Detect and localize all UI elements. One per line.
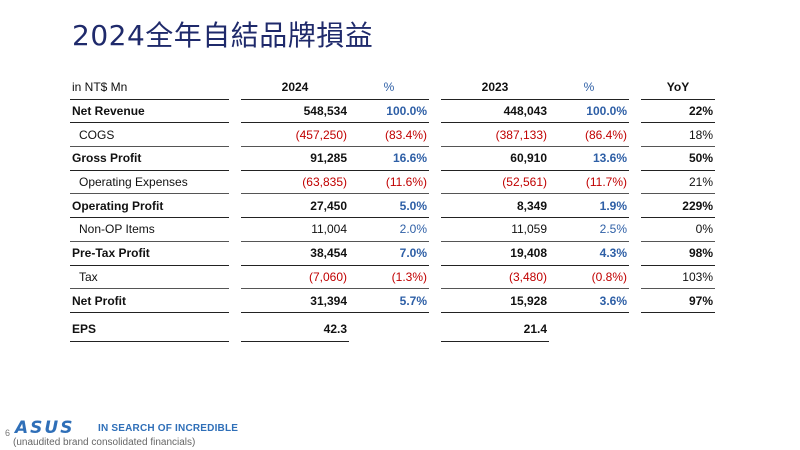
yoy-value: 22% bbox=[641, 99, 715, 124]
footnote: (unaudited brand consolidated financials… bbox=[13, 437, 196, 448]
table-row-operating-expenses: Operating Expenses (63,835) (11.6%) (52,… bbox=[70, 170, 715, 195]
pct-2024: 16.6% bbox=[349, 146, 429, 171]
table-row-non-op-items: Non-OP Items 11,004 2.0% 11,059 2.5% 0% bbox=[70, 217, 715, 242]
yoy-value: 50% bbox=[641, 146, 715, 171]
pct-2024: 7.0% bbox=[349, 241, 429, 266]
eps-2024: 42.3 bbox=[241, 317, 349, 342]
value-2023: (52,561) bbox=[441, 170, 549, 195]
pct-2023: (11.7%) bbox=[549, 170, 629, 195]
yoy-value: 21% bbox=[641, 170, 715, 195]
row-label: Pre-Tax Profit bbox=[70, 241, 229, 266]
yoy-value: 18% bbox=[641, 122, 715, 148]
row-label: Gross Profit bbox=[70, 146, 229, 171]
yoy-value: 103% bbox=[641, 265, 715, 290]
value-2023: 19,408 bbox=[441, 241, 549, 266]
row-label: COGS bbox=[70, 122, 229, 148]
pct-2024: 100.0% bbox=[349, 99, 429, 124]
pct-2023: 100.0% bbox=[549, 99, 629, 124]
row-label: Non-OP Items bbox=[70, 217, 229, 242]
value-2024: 91,285 bbox=[241, 146, 349, 171]
header-2023: 2023 bbox=[441, 76, 549, 100]
page-number: 6 bbox=[5, 428, 11, 438]
value-2023: (387,133) bbox=[441, 122, 549, 148]
value-2024: (7,060) bbox=[241, 265, 349, 290]
yoy-value: 97% bbox=[641, 288, 715, 313]
value-2024: 11,004 bbox=[241, 217, 349, 242]
row-label: Tax bbox=[70, 265, 229, 290]
value-2024: 38,454 bbox=[241, 241, 349, 266]
header-yoy: YoY bbox=[641, 76, 715, 100]
pct-2023: (86.4%) bbox=[549, 122, 629, 148]
pct-2024: (83.4%) bbox=[349, 122, 429, 148]
header-2024: 2024 bbox=[241, 76, 349, 100]
pct-2023: (0.8%) bbox=[549, 265, 629, 290]
value-2024: 31,394 bbox=[241, 288, 349, 313]
row-label: Operating Profit bbox=[70, 193, 229, 219]
pct-2024: (1.3%) bbox=[349, 265, 429, 290]
value-2023: 11,059 bbox=[441, 217, 549, 242]
row-label: Net Revenue bbox=[70, 99, 229, 124]
value-2024: 27,450 bbox=[241, 193, 349, 219]
header-pct-2024: % bbox=[349, 76, 429, 100]
table-row-eps: EPS 42.3 21.4 bbox=[70, 317, 715, 342]
value-2023: 8,349 bbox=[441, 193, 549, 219]
pct-2023: 1.9% bbox=[549, 193, 629, 219]
table-row-pre-tax-profit: Pre-Tax Profit 38,454 7.0% 19,408 4.3% 9… bbox=[70, 241, 715, 266]
value-2023: (3,480) bbox=[441, 265, 549, 290]
eps-2023: 21.4 bbox=[441, 317, 549, 342]
table-row-cogs: COGS (457,250) (83.4%) (387,133) (86.4%)… bbox=[70, 122, 715, 148]
value-2024: (63,835) bbox=[241, 170, 349, 195]
row-label: EPS bbox=[70, 317, 229, 342]
pct-2023: 13.6% bbox=[549, 146, 629, 171]
value-2024: 548,534 bbox=[241, 99, 349, 124]
pct-2024: (11.6%) bbox=[349, 170, 429, 195]
table-header-row: in NT$ Mn 2024 % 2023 % YoY bbox=[70, 76, 715, 100]
table-row-net-revenue: Net Revenue 548,534 100.0% 448,043 100.0… bbox=[70, 99, 715, 124]
income-statement-table: in NT$ Mn 2024 % 2023 % YoY Net Revenue … bbox=[70, 76, 715, 342]
header-unit: in NT$ Mn bbox=[70, 76, 229, 100]
value-2023: 60,910 bbox=[441, 146, 549, 171]
yoy-value: 98% bbox=[641, 241, 715, 266]
pct-2023: 4.3% bbox=[549, 241, 629, 266]
pct-2024: 2.0% bbox=[349, 217, 429, 242]
slide-title: 2024全年自結品牌損益 bbox=[72, 19, 374, 52]
pct-2024: 5.7% bbox=[349, 288, 429, 313]
yoy-value: 0% bbox=[641, 217, 715, 242]
value-2024: (457,250) bbox=[241, 122, 349, 148]
pct-2023: 3.6% bbox=[549, 288, 629, 313]
asus-logo: ASUS bbox=[15, 418, 75, 438]
table-row-tax: Tax (7,060) (1.3%) (3,480) (0.8%) 103% bbox=[70, 265, 715, 290]
row-label: Net Profit bbox=[70, 288, 229, 313]
brand-tagline: IN SEARCH OF INCREDIBLE bbox=[98, 423, 239, 434]
header-pct-2023: % bbox=[549, 76, 629, 100]
table-row-net-profit: Net Profit 31,394 5.7% 15,928 3.6% 97% bbox=[70, 288, 715, 313]
yoy-value: 229% bbox=[641, 193, 715, 219]
table-row-gross-profit: Gross Profit 91,285 16.6% 60,910 13.6% 5… bbox=[70, 146, 715, 171]
value-2023: 448,043 bbox=[441, 99, 549, 124]
value-2023: 15,928 bbox=[441, 288, 549, 313]
row-label: Operating Expenses bbox=[70, 170, 229, 195]
table-row-operating-profit: Operating Profit 27,450 5.0% 8,349 1.9% … bbox=[70, 193, 715, 219]
pct-2023: 2.5% bbox=[549, 217, 629, 242]
pct-2024: 5.0% bbox=[349, 193, 429, 219]
